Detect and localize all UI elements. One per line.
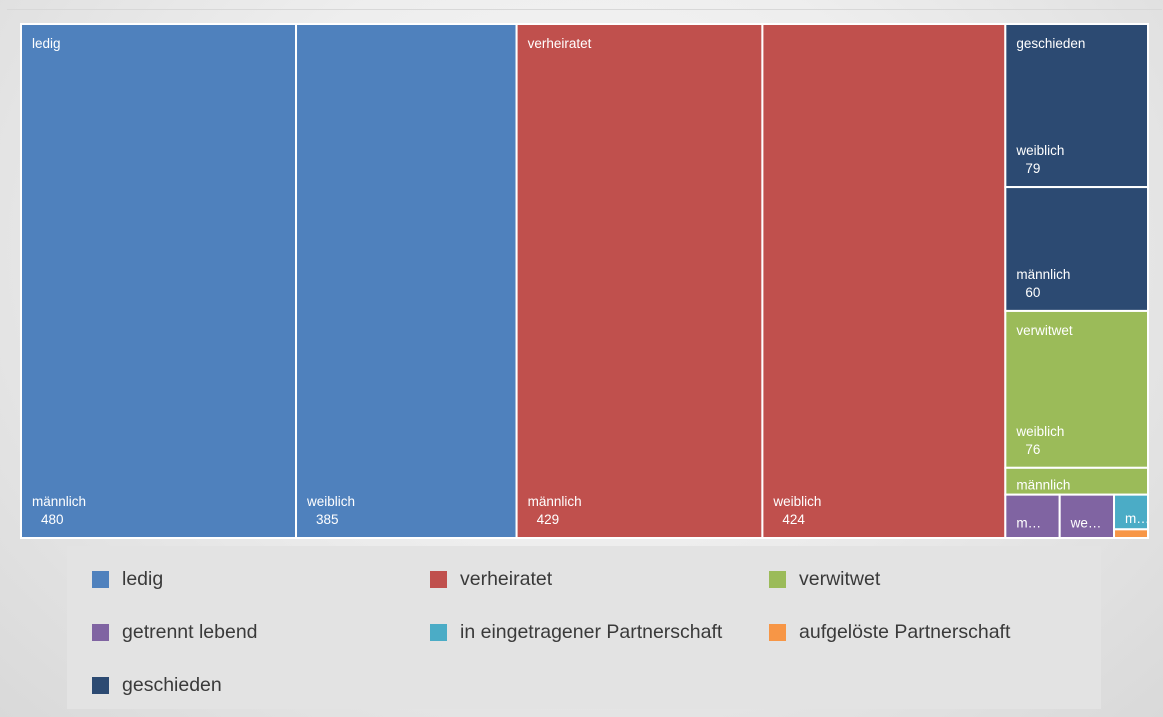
legend-label: geschieden xyxy=(122,673,222,696)
cell-value-geschieden-0: 79 xyxy=(1025,161,1040,176)
legend-item-getrennt-lebend: getrennt lebend xyxy=(92,620,258,644)
cell-label-getrennt-lebend-0: m… xyxy=(1016,515,1041,530)
cell-label-geschieden-1: männlich xyxy=(1016,267,1070,282)
legend-label: in eingetragener Partnerschaft xyxy=(460,620,723,643)
legend-label: verwitwet xyxy=(799,567,881,590)
cell-label-geschieden-0: weiblich xyxy=(1015,143,1064,158)
cell-verheiratet-1 xyxy=(761,23,1007,539)
legend-swatch xyxy=(92,676,109,694)
legend-swatch xyxy=(769,570,786,588)
cell-verheiratet-0 xyxy=(515,23,764,539)
legend-swatch xyxy=(92,570,109,588)
group-label-verwitwet: verwitwet xyxy=(1016,323,1073,338)
cell-label-ledig-0: männlich xyxy=(32,494,86,509)
legend-item-geschieden: geschieden xyxy=(92,673,222,697)
legend-swatch xyxy=(430,623,447,641)
cell-label-getrennt-lebend-1: we… xyxy=(1070,515,1102,530)
cell-label-verwitwet-0: weiblich xyxy=(1015,424,1064,439)
legend-item-aufgelöste-partnerschaft: aufgelöste Partnerschaft xyxy=(769,620,1010,644)
cell-label-in-eingetragener-partnerschaft-0: m… xyxy=(1125,511,1150,526)
legend-item-ledig: ledig xyxy=(92,567,163,591)
cell-label-verheiratet-1: weiblich xyxy=(772,494,821,509)
cell-label-verheiratet-0: männlich xyxy=(528,494,582,509)
cell-ledig-1 xyxy=(295,23,518,539)
cell-value-verwitwet-0: 76 xyxy=(1025,442,1040,457)
cell-label-verwitwet-1: männlich xyxy=(1016,478,1070,493)
legend: ledig verheiratet verwitwet getrennt lebend… xyxy=(67,546,1101,709)
cell-value-ledig-0: 480 xyxy=(41,512,64,527)
cell-verwitwet-0 xyxy=(1004,309,1150,469)
cell-value-ledig-1: 385 xyxy=(316,512,339,527)
chart-frame xyxy=(7,9,1162,716)
legend-swatch xyxy=(769,623,786,641)
legend-item-in-eingetragener-partnerschaft: in eingetragener Partnerschaft xyxy=(430,620,722,644)
legend-label: ledig xyxy=(122,567,164,590)
legend-swatch xyxy=(92,623,109,641)
cell-getrennt-lebend-1 xyxy=(1058,493,1116,539)
cell-value-verheiratet-0: 429 xyxy=(537,512,560,527)
cell-label-ledig-1: weiblich xyxy=(306,494,355,509)
cell-aufgelöste-partnerschaft-0 xyxy=(1113,528,1149,540)
group-label-ledig: ledig xyxy=(32,36,61,51)
cell-geschieden-0 xyxy=(1004,23,1150,189)
legend-label: aufgelöste Partnerschaft xyxy=(799,620,1011,643)
group-label-geschieden: geschieden xyxy=(1016,36,1085,51)
legend-label: getrennt lebend xyxy=(122,620,258,643)
cell-value-geschieden-1: 60 xyxy=(1025,285,1040,300)
cell-value-verheiratet-1: 424 xyxy=(782,512,805,527)
legend-item-verwitwet: verwitwet xyxy=(769,567,880,591)
legend-label: verheiratet xyxy=(460,567,553,590)
legend-item-verheiratet: verheiratet xyxy=(430,567,552,591)
cell-ledig-0 xyxy=(20,23,298,539)
group-label-verheiratet: verheiratet xyxy=(528,36,592,51)
legend-swatch xyxy=(430,570,447,588)
cell-geschieden-1 xyxy=(1004,186,1150,312)
